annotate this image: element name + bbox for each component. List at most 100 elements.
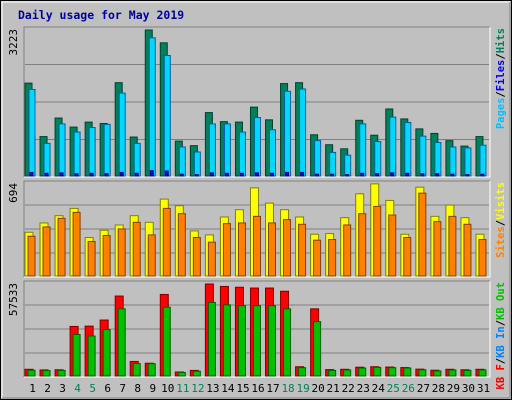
bar-sites-day-23 (358, 213, 367, 277)
x-tick-label: 27 (417, 382, 430, 395)
bar-sites-day-2 (42, 226, 51, 277)
bar-kb-out-day-30 (463, 369, 472, 377)
bar-files-day-24 (374, 141, 382, 177)
bar-sites-day-1 (27, 235, 36, 277)
frame-shadow (2, 2, 511, 399)
x-tick-label: 30 (462, 382, 475, 395)
ymax-label: 3223 (7, 29, 20, 56)
x-tick-label: 28 (432, 382, 445, 395)
x-tick-label: 6 (104, 382, 111, 395)
bar-pages-day-15 (239, 172, 244, 177)
panel-border-light (24, 281, 491, 378)
bar-sites-day-15 (237, 222, 246, 277)
bar-files-day-27 (419, 135, 427, 177)
legend-entry: KB Out (495, 282, 507, 320)
bar-kb-out-day-28 (433, 370, 442, 377)
bar-pages-day-28 (435, 173, 440, 177)
ymax-label: 57533 (7, 283, 20, 316)
x-tick-label: 10 (161, 382, 174, 395)
bar-sites-day-29 (448, 215, 457, 277)
bar-sites-day-19 (298, 223, 307, 277)
bar-sites-day-28 (433, 221, 442, 277)
panel-border-light (24, 27, 491, 178)
bar-files-day-25 (389, 116, 397, 177)
bar-kb-out-day-18 (283, 308, 292, 377)
bar-sites-day-7 (117, 228, 126, 277)
legend: Sites/Visits (495, 182, 507, 258)
x-tick-label: 9 (149, 382, 156, 395)
bar-pages-day-21 (330, 173, 335, 177)
legend-entry: KB In (495, 326, 507, 358)
chart-title: Daily usage for May 2019 (18, 8, 184, 22)
bar-files-day-8 (133, 142, 141, 177)
x-tick-label: 20 (312, 382, 325, 395)
bar-files-day-6 (103, 123, 111, 177)
bar-files-day-28 (434, 141, 442, 177)
bar-pages-day-20 (315, 173, 320, 177)
bar-pages-day-6 (104, 173, 109, 177)
bar-kb-out-day-17 (268, 305, 277, 377)
bar-files-day-10 (163, 55, 171, 177)
bar-sites-day-30 (463, 223, 472, 277)
bar-kb-out-day-12 (192, 370, 201, 377)
bar-pages-day-10 (164, 170, 169, 177)
bar-kb-out-day-2 (42, 370, 51, 377)
bar-sites-day-27 (418, 192, 427, 277)
x-tick-label: 1 (29, 382, 36, 395)
bar-kb-out-day-14 (222, 304, 231, 377)
bar-sites-day-14 (222, 223, 231, 277)
bar-files-day-22 (344, 154, 352, 177)
bar-kb-out-day-19 (298, 367, 307, 377)
bar-pages-day-4 (74, 173, 79, 177)
legend-entry: KB F (495, 364, 507, 389)
bar-kb-out-day-11 (177, 371, 186, 377)
bar-sites-day-22 (343, 224, 352, 277)
x-tick-label: 19 (296, 382, 309, 395)
x-tick-label: 31 (477, 382, 490, 395)
bar-sites-day-13 (207, 241, 216, 277)
bar-pages-day-3 (59, 172, 64, 177)
x-tick-label: 17 (266, 382, 279, 395)
x-tick-label: 21 (327, 382, 340, 395)
bar-pages-day-25 (390, 172, 395, 177)
frame-highlight (1, 1, 510, 398)
bar-kb-out-day-4 (72, 333, 81, 377)
bar-files-day-31 (479, 144, 487, 177)
bar-files-day-16 (253, 117, 261, 177)
bar-pages-day-7 (119, 171, 124, 177)
bar-kb-out-day-8 (132, 363, 141, 377)
bar-files-day-11 (178, 146, 186, 177)
legend-entry: Sites (495, 226, 507, 258)
legend-entry: / (495, 220, 507, 226)
x-tick-label: 29 (447, 382, 460, 395)
bar-kb-out-day-3 (57, 369, 66, 377)
bar-pages-day-30 (465, 174, 470, 177)
bar-files-day-12 (193, 151, 201, 177)
bar-kb-out-day-22 (343, 369, 352, 377)
x-tick-label: 25 (387, 382, 400, 395)
bar-sites-day-20 (313, 239, 322, 277)
bar-sites-day-5 (87, 241, 96, 277)
bar-kb-out-day-23 (358, 367, 367, 377)
bar-kb-out-day-7 (117, 308, 126, 377)
bar-files-day-9 (148, 37, 156, 177)
bar-files-day-2 (43, 142, 51, 177)
bar-kb-out-day-5 (87, 335, 96, 377)
bar-pages-day-9 (149, 170, 154, 177)
bar-sites-day-10 (162, 207, 171, 277)
bar-pages-day-27 (420, 173, 425, 177)
bar-pages-day-1 (29, 171, 34, 177)
x-tick-label: 22 (342, 382, 355, 395)
bar-pages-day-16 (254, 172, 259, 177)
bar-kb-out-day-24 (373, 366, 382, 377)
x-tick-label: 16 (251, 382, 264, 395)
bar-pages-day-14 (224, 172, 229, 177)
legend-entry: / (495, 320, 507, 326)
bar-kb-out-day-25 (388, 367, 397, 377)
bar-files-day-4 (73, 131, 81, 177)
bar-sites-day-25 (388, 214, 397, 277)
bar-pages-day-29 (450, 173, 455, 177)
